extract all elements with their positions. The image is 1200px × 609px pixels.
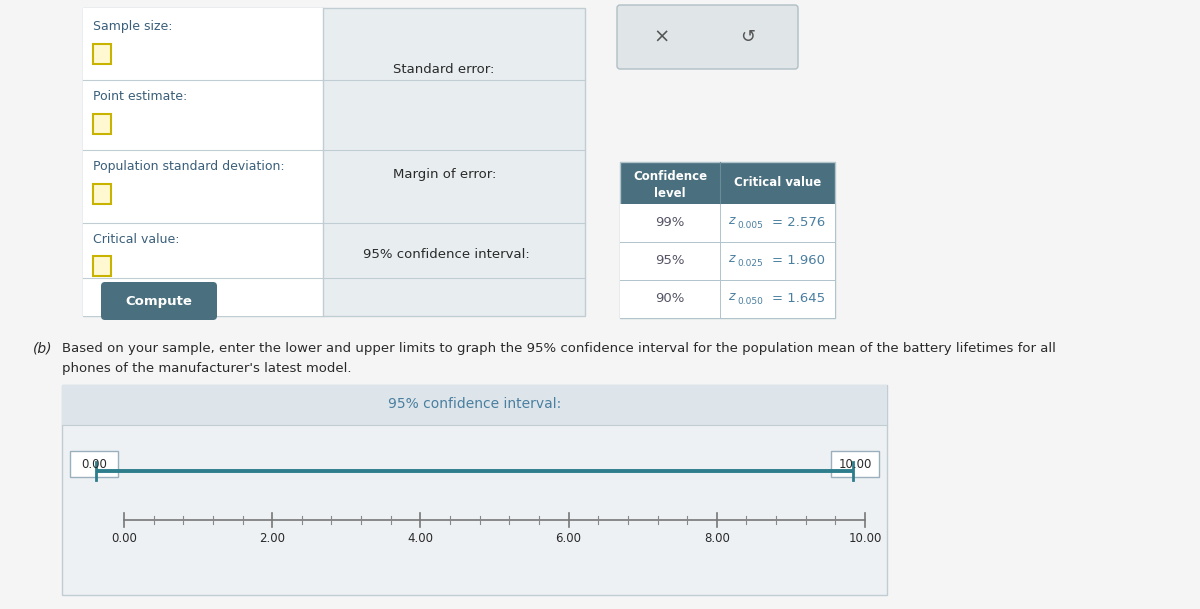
Text: = 1.645: = 1.645 xyxy=(772,292,826,304)
FancyBboxPatch shape xyxy=(617,5,798,69)
Text: Critical value: Critical value xyxy=(734,176,822,189)
Text: z: z xyxy=(728,252,734,264)
Text: 90%: 90% xyxy=(655,292,685,306)
Text: ↺: ↺ xyxy=(740,28,756,46)
FancyBboxPatch shape xyxy=(70,451,118,477)
Text: Point estimate:: Point estimate: xyxy=(94,90,187,103)
FancyBboxPatch shape xyxy=(94,256,112,276)
Text: 0.050: 0.050 xyxy=(737,298,763,306)
Text: Critical value:: Critical value: xyxy=(94,233,180,246)
Text: (b): (b) xyxy=(34,342,53,356)
Text: Sample size:: Sample size: xyxy=(94,20,173,33)
Text: 4.00: 4.00 xyxy=(408,532,433,545)
FancyBboxPatch shape xyxy=(62,385,887,595)
Text: Based on your sample, enter the lower and upper limits to graph the 95% confiden: Based on your sample, enter the lower an… xyxy=(62,342,1056,355)
FancyBboxPatch shape xyxy=(94,44,112,64)
Text: 99%: 99% xyxy=(655,217,685,230)
Text: 6.00: 6.00 xyxy=(556,532,582,545)
FancyBboxPatch shape xyxy=(83,8,323,316)
FancyBboxPatch shape xyxy=(83,8,586,316)
Text: z: z xyxy=(728,214,734,227)
Text: 0.00: 0.00 xyxy=(82,457,107,471)
Text: Confidence
level: Confidence level xyxy=(632,170,707,200)
Text: Margin of error:: Margin of error: xyxy=(394,168,497,181)
FancyBboxPatch shape xyxy=(101,282,217,320)
Text: 95%: 95% xyxy=(655,255,685,267)
FancyBboxPatch shape xyxy=(94,114,112,134)
Text: = 2.576: = 2.576 xyxy=(772,216,826,228)
Text: 8.00: 8.00 xyxy=(704,532,730,545)
Text: Population standard deviation:: Population standard deviation: xyxy=(94,160,284,173)
Text: z: z xyxy=(728,289,734,303)
Text: Compute: Compute xyxy=(126,295,192,308)
Text: = 1.960: = 1.960 xyxy=(772,253,826,267)
FancyBboxPatch shape xyxy=(620,280,835,318)
FancyBboxPatch shape xyxy=(620,162,835,204)
Text: 95% confidence interval:: 95% confidence interval: xyxy=(388,397,562,411)
Text: ×: × xyxy=(654,27,670,46)
FancyBboxPatch shape xyxy=(620,242,835,280)
Text: 10.00: 10.00 xyxy=(839,457,871,471)
FancyBboxPatch shape xyxy=(830,451,878,477)
Text: 0.00: 0.00 xyxy=(112,532,137,545)
FancyBboxPatch shape xyxy=(620,204,835,242)
Text: 0.005: 0.005 xyxy=(737,222,763,230)
FancyBboxPatch shape xyxy=(62,385,887,425)
Text: Standard error:: Standard error: xyxy=(394,63,494,76)
FancyBboxPatch shape xyxy=(94,184,112,204)
Text: phones of the manufacturer's latest model.: phones of the manufacturer's latest mode… xyxy=(62,362,352,375)
Text: 2.00: 2.00 xyxy=(259,532,286,545)
Text: 10.00: 10.00 xyxy=(848,532,882,545)
Text: 95% confidence interval:: 95% confidence interval: xyxy=(364,248,529,261)
Text: 0.025: 0.025 xyxy=(737,259,763,269)
